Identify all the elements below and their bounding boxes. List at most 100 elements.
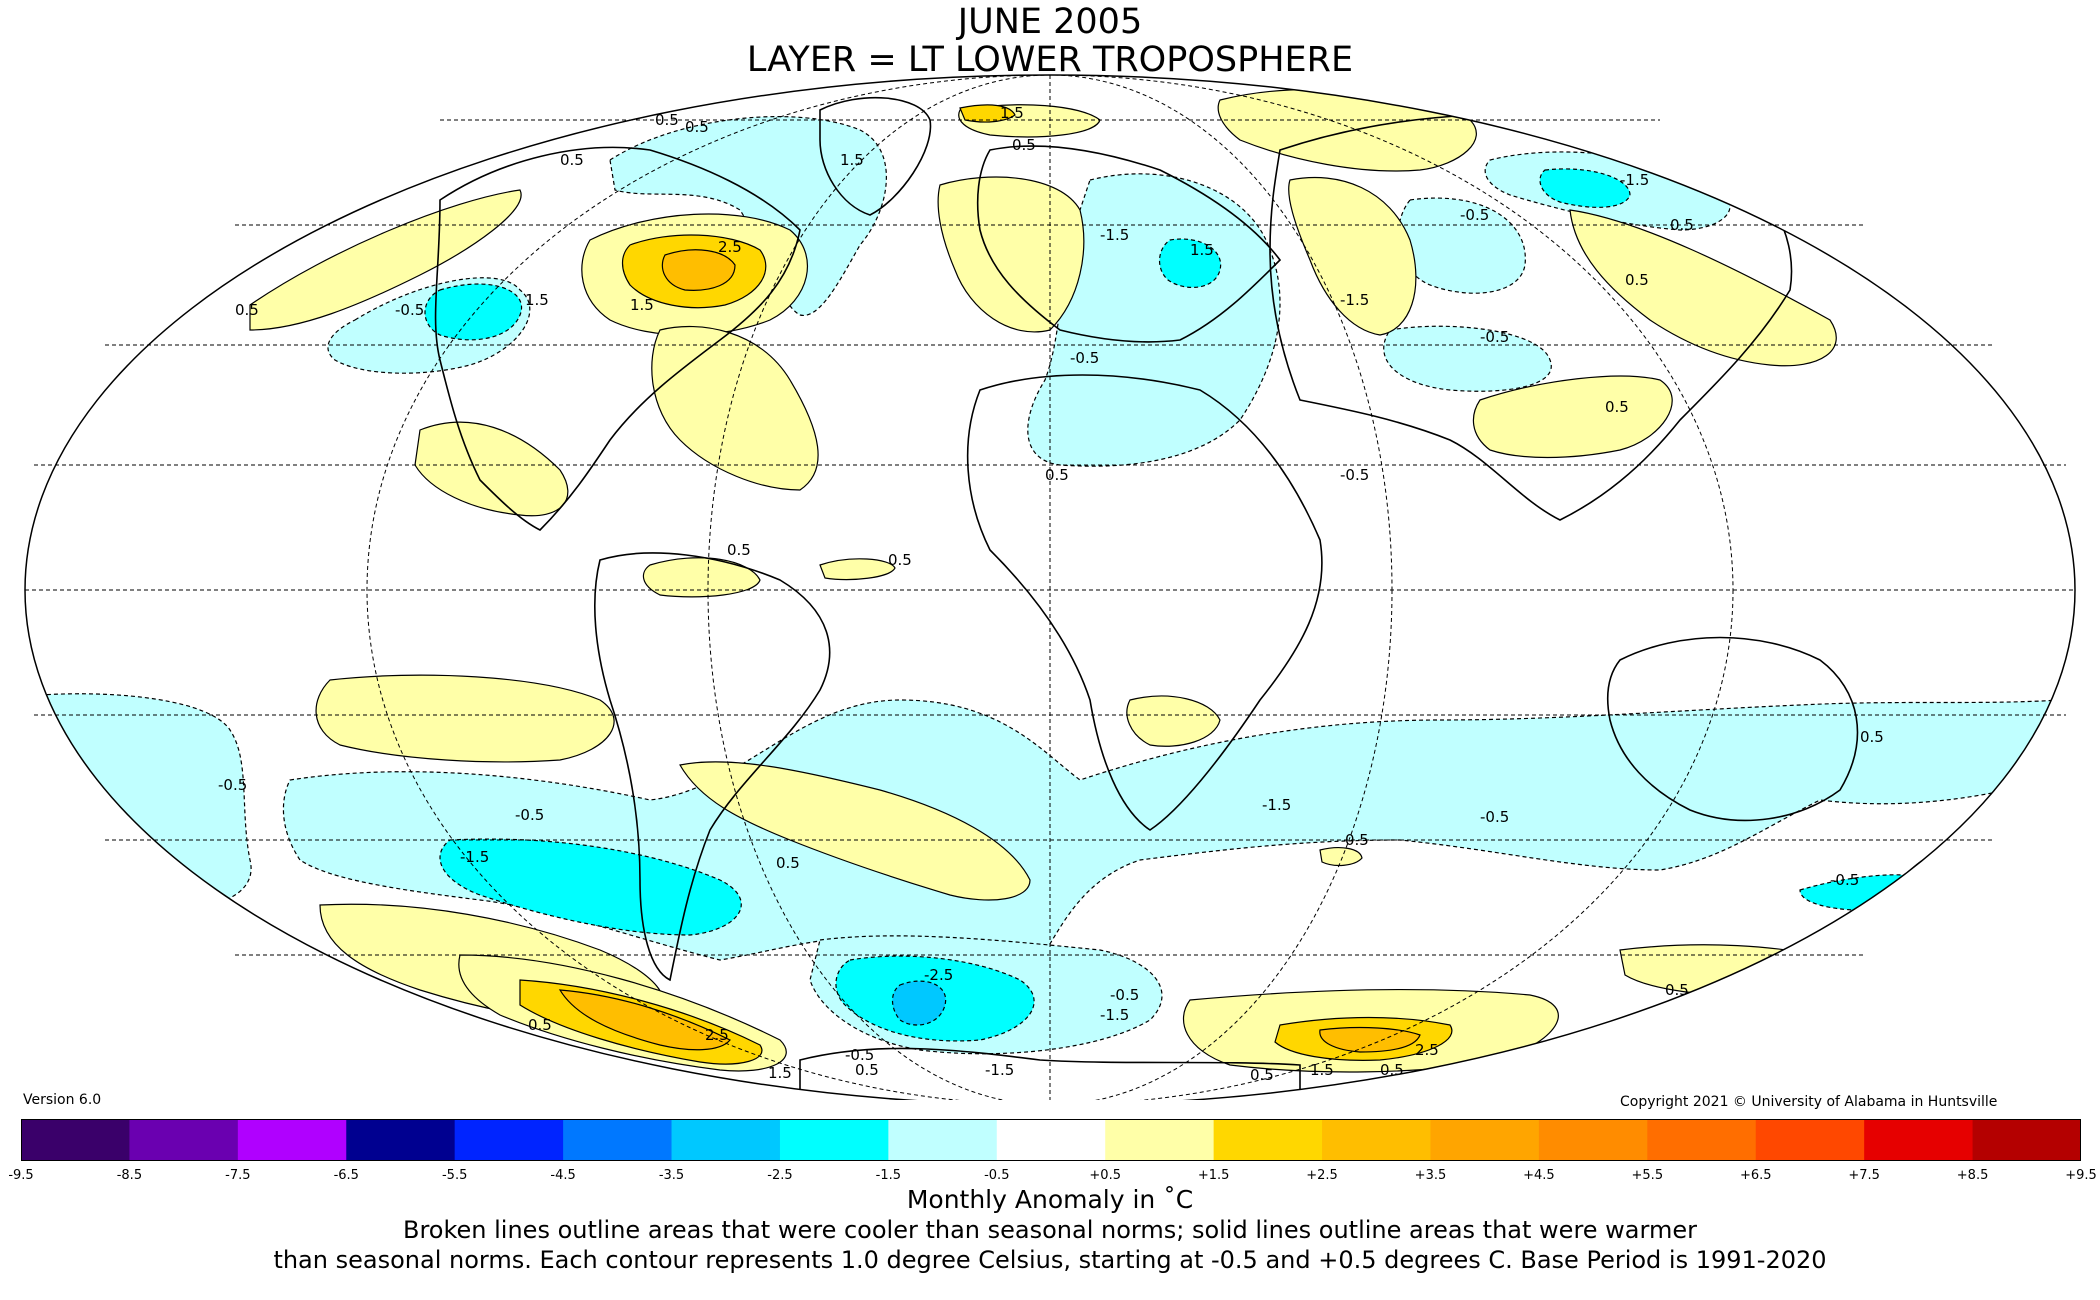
contour-label: -1.5 bbox=[985, 1061, 1014, 1079]
warm-region-south-asia bbox=[1472, 375, 1673, 459]
contour-label: 1.5 bbox=[525, 291, 549, 309]
europe-outline bbox=[976, 145, 1282, 343]
contour-label: -0.5 bbox=[1460, 206, 1489, 224]
colorbar-tick-label: +0.5 bbox=[1089, 1168, 1121, 1183]
contour-label: -1.5 bbox=[1262, 796, 1291, 814]
colorbar-segment bbox=[779, 1119, 889, 1161]
map-subtitle: LAYER = LT LOWER TROPOSPHERE bbox=[746, 40, 1354, 80]
contour-label: -1.5 bbox=[1340, 291, 1369, 309]
colorbar-segment bbox=[671, 1119, 781, 1161]
contour-label: 0.5 bbox=[855, 1061, 879, 1079]
contour-label: 2.5 bbox=[1415, 1041, 1439, 1059]
contour-label: -1.5 bbox=[1100, 1006, 1129, 1024]
colorbar-segment bbox=[1755, 1119, 1865, 1161]
colorbar-tick-label: -8.5 bbox=[116, 1168, 143, 1183]
colorbar-tick-label: +7.5 bbox=[1848, 1168, 1880, 1183]
warm-region-indian-ocean bbox=[1319, 847, 1363, 867]
south-america-outline bbox=[594, 552, 831, 982]
colorbar-segment bbox=[1647, 1119, 1757, 1161]
contour-label: 0.5 bbox=[235, 301, 259, 319]
cool-region-canada-arctic bbox=[609, 116, 887, 316]
colorbar-segment bbox=[563, 1119, 673, 1161]
contour-label: -0.5 bbox=[1340, 466, 1369, 484]
contour-label: 1.5 bbox=[1000, 104, 1024, 122]
colorbar-segment bbox=[454, 1119, 564, 1161]
colorbar-tick-label: +3.5 bbox=[1414, 1168, 1447, 1183]
colorbar-tick-label: +6.5 bbox=[1739, 1168, 1772, 1183]
contour-label: -0.5 bbox=[395, 301, 424, 319]
explanation-line-2: than seasonal norms. Each contour repres… bbox=[273, 1246, 1827, 1274]
australia-outline bbox=[1606, 636, 1859, 822]
contour-label: 0.5 bbox=[1860, 728, 1884, 746]
cool-region-europe-north-africa bbox=[1027, 173, 1281, 467]
contour-label: 0.5 bbox=[727, 541, 751, 559]
colorbar-segment bbox=[346, 1119, 456, 1161]
warm-region-south-america bbox=[679, 761, 1031, 901]
cool-region-central-asia bbox=[1397, 197, 1526, 294]
colorbar-tick-label: +4.5 bbox=[1523, 1168, 1555, 1183]
contour-label: 0.5 bbox=[560, 151, 584, 169]
colorbar-tick-label: +9.5 bbox=[2065, 1168, 2097, 1183]
contour-label: 0.5 bbox=[528, 1016, 552, 1034]
colorbar-segment bbox=[1322, 1119, 1431, 1161]
contour-label: 2.5 bbox=[718, 238, 742, 256]
strong-cool-cores bbox=[424, 168, 1935, 1042]
cool-core-north-pacific bbox=[424, 283, 523, 341]
contour-label: 2.5 bbox=[705, 1026, 729, 1044]
contour-label: 0.5 bbox=[1250, 1066, 1274, 1084]
contour-label: -0.5 bbox=[1480, 328, 1509, 346]
colorbar-segment bbox=[21, 1119, 130, 1161]
globe-outline bbox=[24, 74, 2076, 1100]
contour-label: 0.5 bbox=[1670, 216, 1694, 234]
cool-region-west-asia bbox=[1383, 325, 1552, 392]
warm-core-south-indian-deep bbox=[1319, 1026, 1421, 1053]
warm-core-north-america-deep bbox=[661, 249, 736, 291]
contour-label: 0.5 bbox=[1345, 831, 1369, 849]
warm-core-antarctic-pacific-deep bbox=[558, 989, 731, 1051]
cool-core-east-siberia bbox=[1539, 168, 1631, 208]
colorbar-segment bbox=[237, 1119, 347, 1161]
colorbar-segment bbox=[129, 1119, 239, 1161]
colorbar-tick-label: -2.5 bbox=[767, 1168, 793, 1183]
colorbar-segment bbox=[888, 1119, 998, 1161]
contour-label: -1.5 bbox=[460, 848, 489, 866]
map-title: JUNE 2005 bbox=[957, 2, 1143, 42]
anomaly-map: 0.5 0.5 1.5 0.5 0.5 1.5 2.5 1.5 1.5 -0.5… bbox=[24, 74, 2076, 1100]
contour-label: 0.5 bbox=[685, 118, 709, 136]
colorbar-segment bbox=[1105, 1119, 1215, 1161]
colorbar-tick-label: +2.5 bbox=[1306, 1168, 1338, 1183]
cool-core-europe bbox=[1159, 238, 1222, 288]
colorbar-tick-label: +5.5 bbox=[1631, 1168, 1664, 1183]
colorbar-tick-label: +1.5 bbox=[1197, 1168, 1230, 1183]
contour-label: 1.5 bbox=[630, 296, 654, 314]
contour-label: -0.5 bbox=[218, 776, 247, 794]
version-label: Version 6.0 bbox=[23, 1092, 102, 1108]
contour-label: -0.5 bbox=[515, 806, 544, 824]
warm-region-southern-africa bbox=[1126, 695, 1221, 747]
warm-region-western-siberia bbox=[1288, 176, 1417, 336]
north-america-outline bbox=[434, 146, 801, 531]
warm-core-arctic bbox=[959, 104, 1016, 123]
contour-label: 0.5 bbox=[1665, 981, 1689, 999]
copyright-label: Copyright 2021 © University of Alabama i… bbox=[1620, 1094, 1998, 1110]
colorbar-segment bbox=[1864, 1119, 1974, 1161]
colorbar-segment bbox=[996, 1119, 1106, 1161]
contour-label: 0.5 bbox=[1012, 136, 1036, 154]
contour-label: -1.5 bbox=[1620, 171, 1649, 189]
contour-label: 0.5 bbox=[1605, 398, 1629, 416]
contour-label: -0.5 bbox=[845, 1046, 874, 1064]
warm-region-atlantic-tropics bbox=[819, 558, 896, 581]
colorbar-segment bbox=[1213, 1119, 1323, 1161]
colorbar-tick-label: -0.5 bbox=[984, 1168, 1010, 1183]
contour-label: 0.5 bbox=[1045, 466, 1069, 484]
antarctica-outline bbox=[799, 1047, 1301, 1100]
explanation-line-1: Broken lines outline areas that were coo… bbox=[403, 1216, 1697, 1244]
colorbar bbox=[21, 1119, 2081, 1161]
contour-label: 0.5 bbox=[776, 854, 800, 872]
colorbar-caption: Monthly Anomaly in ˚C bbox=[906, 1185, 1194, 1214]
colorbar-border bbox=[21, 1119, 2081, 1161]
contour-labels: 0.5 0.5 1.5 0.5 0.5 1.5 2.5 1.5 1.5 -0.5… bbox=[218, 104, 1884, 1084]
contour-label: -0.5 bbox=[1480, 808, 1509, 826]
contour-label: 0.5 bbox=[1625, 271, 1649, 289]
colorbar-tick-label: -1.5 bbox=[875, 1168, 902, 1183]
